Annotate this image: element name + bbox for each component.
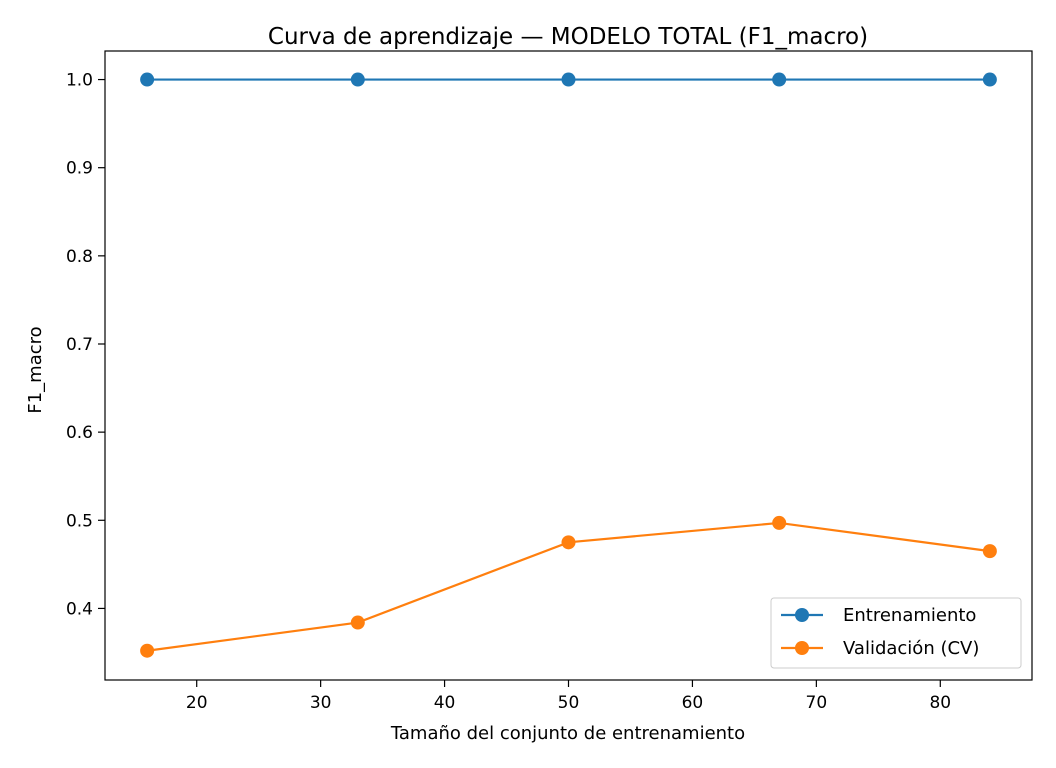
data-point-validation: [772, 515, 787, 530]
legend-label-validation: Validación (CV): [843, 638, 979, 659]
x-tick-label: 30: [310, 693, 332, 713]
data-point-validation: [982, 544, 997, 559]
chart-title: Curva de aprendizaje — MODELO TOTAL (F1_…: [268, 24, 868, 50]
legend-label-training: Entrenamiento: [843, 605, 976, 626]
y-tick-label: 0.6: [66, 423, 93, 443]
data-point-validation: [140, 643, 155, 658]
data-point-training: [350, 72, 365, 87]
plot-frame: [104, 50, 1033, 681]
x-tick-label: 60: [682, 693, 704, 713]
data-point-training: [772, 72, 787, 87]
legend-marker-training: [795, 608, 809, 622]
x-tick-label: 50: [558, 693, 580, 713]
data-point-validation: [350, 615, 365, 630]
data-point-training: [140, 72, 155, 87]
x-axis-label: Tamaño del conjunto de entrenamiento: [390, 723, 745, 744]
y-tick-label: 0.9: [66, 159, 93, 179]
x-tick-label: 20: [186, 693, 208, 713]
legend: Entrenamiento Validación (CV): [770, 597, 1022, 669]
x-axis-ticks: 20 30 40 50 60 70 80: [186, 680, 951, 713]
series-layer: [140, 72, 997, 658]
y-tick-label: 0.7: [66, 335, 93, 355]
legend-marker-validation: [795, 641, 809, 655]
y-tick-label: 0.5: [66, 511, 93, 531]
x-tick-label: 70: [806, 693, 828, 713]
y-axis-ticks: 0.4 0.5 0.6 0.7 0.8 0.9 1.0: [66, 71, 105, 619]
legend-box: [770, 597, 1022, 669]
x-tick-label: 80: [929, 693, 951, 713]
y-axis-label: F1_macro: [25, 326, 46, 413]
y-tick-label: 0.4: [66, 599, 93, 619]
data-point-training: [561, 72, 576, 87]
data-point-training: [982, 72, 997, 87]
y-tick-label: 1.0: [66, 71, 93, 91]
y-tick-label: 0.8: [66, 247, 93, 267]
x-tick-label: 40: [434, 693, 456, 713]
data-point-validation: [561, 535, 576, 550]
